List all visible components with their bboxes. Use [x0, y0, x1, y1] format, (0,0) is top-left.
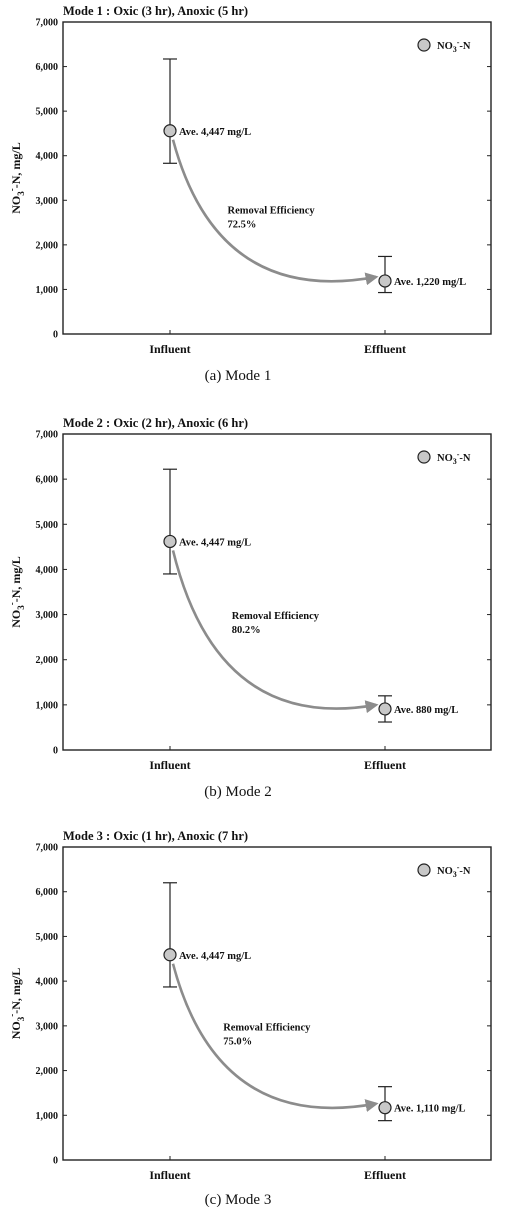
panel-2: Mode 2 : Oxic (2 hr), Anoxic (6 hr) 0 1,00… [7, 416, 492, 800]
legend-marker [417, 38, 431, 52]
y-tick-label: 0 [53, 1156, 58, 1167]
removal-efficiency-value: 72.5% [228, 220, 257, 231]
y-tick-label: 6,000 [36, 887, 59, 898]
removal-arrow [171, 963, 379, 1112]
x-category-label: Influent [149, 758, 190, 772]
panel-caption: (b) Mode 2 [204, 784, 272, 800]
y-tick-label: 1,000 [36, 1111, 59, 1122]
panel-title: Mode 3 : Oxic (1 hr), Anoxic (7 hr) [63, 829, 248, 843]
y-axis-title: NO3--N, mg/L [7, 968, 26, 1040]
data-point [378, 702, 392, 716]
data-point [163, 948, 177, 962]
x-category-label: Influent [149, 342, 190, 356]
plot-frame [62, 846, 492, 1161]
y-tick-label: 0 [53, 330, 58, 341]
data-point [163, 534, 177, 549]
removal-arrow [171, 550, 379, 714]
plot-frame [62, 433, 492, 751]
y-tick-label: 4,000 [36, 977, 59, 988]
legend-label: NO3--N [437, 450, 471, 466]
y-axis-title: NO3--N, mg/L [7, 556, 26, 628]
removal-efficiency-label: Removal Efficiency [232, 611, 320, 622]
y-tick-label: 7,000 [36, 843, 59, 854]
data-point [378, 1101, 392, 1115]
data-point [378, 274, 392, 288]
legend-label: NO3--N [437, 863, 471, 879]
y-tick-label: 1,000 [36, 700, 59, 711]
point-label: Ave. 4,447 mg/L [179, 951, 251, 962]
point-label: Ave. 4,447 mg/L [179, 537, 251, 548]
y-tick-label: 5,000 [36, 520, 59, 531]
y-tick-label: 2,000 [36, 1066, 59, 1077]
y-tick-label: 5,000 [36, 932, 59, 943]
y-tick-label: 5,000 [36, 107, 59, 118]
y-tick-label: 0 [53, 746, 58, 757]
point-label: Ave. 880 mg/L [394, 705, 458, 716]
removal-arrow [171, 139, 379, 286]
y-tick-label: 1,000 [36, 285, 59, 296]
y-tick-label: 6,000 [36, 475, 59, 486]
x-category-label: Effluent [364, 1168, 406, 1182]
legend-marker [417, 863, 431, 877]
point-label: Ave. 4,447 mg/L [179, 127, 251, 138]
panel-title: Mode 1 : Oxic (3 hr), Anoxic (5 hr) [63, 4, 248, 18]
x-category-label: Effluent [364, 342, 406, 356]
x-category-label: Effluent [364, 758, 406, 772]
legend-label: NO3--N [437, 38, 471, 54]
y-tick-label: 7,000 [36, 18, 59, 29]
removal-efficiency-value: 75.0% [223, 1036, 252, 1047]
point-label: Ave. 1,110 mg/L [394, 1104, 466, 1115]
panel-3: Mode 3 : Oxic (1 hr), Anoxic (7 hr) 0 1,00… [7, 829, 492, 1207]
data-point [163, 124, 177, 138]
panel-caption: (a) Mode 1 [205, 368, 272, 384]
y-tick-label: 6,000 [36, 62, 59, 73]
y-axis-title: NO3--N, mg/L [7, 142, 26, 214]
plot-frame [62, 21, 492, 335]
point-label: Ave. 1,220 mg/L [394, 277, 466, 288]
panel-caption: (c) Mode 3 [205, 1192, 272, 1207]
legend-marker [417, 450, 431, 464]
removal-efficiency-label: Removal Efficiency [223, 1022, 311, 1033]
panel-title: Mode 2 : Oxic (2 hr), Anoxic (6 hr) [63, 416, 248, 430]
y-tick-label: 2,000 [36, 240, 59, 251]
y-tick-label: 3,000 [36, 1021, 59, 1032]
removal-efficiency-value: 80.2% [232, 625, 261, 636]
panel-1: Mode 1 : Oxic (3 hr), Anoxic (5 hr) 0 1,00… [7, 4, 492, 384]
y-tick-label: 3,000 [36, 610, 59, 621]
y-tick-label: 2,000 [36, 655, 59, 666]
removal-efficiency-label: Removal Efficiency [228, 206, 316, 217]
y-tick-label: 3,000 [36, 196, 59, 207]
x-category-label: Influent [149, 1168, 190, 1182]
y-tick-label: 7,000 [36, 430, 59, 441]
y-tick-label: 4,000 [36, 565, 59, 576]
y-tick-label: 4,000 [36, 151, 59, 162]
